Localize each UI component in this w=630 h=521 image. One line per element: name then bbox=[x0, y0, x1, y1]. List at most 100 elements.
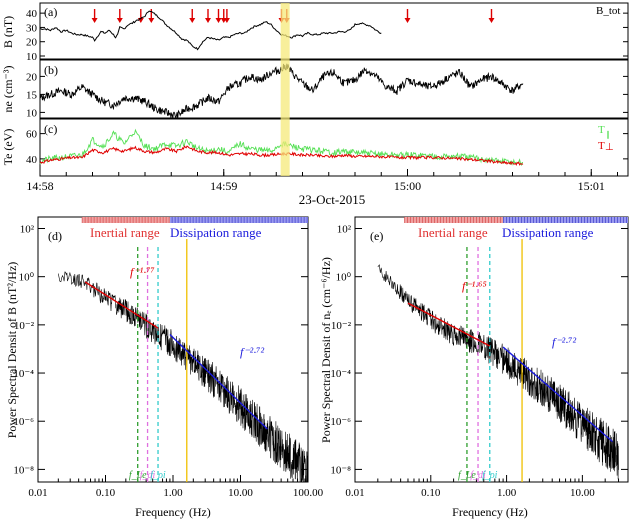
tperp-legend: T ⊥ bbox=[598, 140, 614, 153]
ytick-label: 10⁻⁶ bbox=[13, 416, 34, 428]
panel-b-label: (b) bbox=[44, 63, 58, 77]
xtick-label: 1.00 bbox=[163, 487, 183, 499]
panel-a-bfield: (a) B (nT) B_tot 10 20 30 40 bbox=[1, 2, 629, 63]
panel-e-spectrum-line bbox=[377, 264, 619, 480]
ytick-label: 10⁻⁴ bbox=[13, 368, 34, 380]
panel-c-ylabel: Te (eV) bbox=[1, 129, 15, 166]
tpar-legend-symbol: ∥ bbox=[606, 130, 610, 139]
panel-e-xlabel: Frequency (Hz) bbox=[452, 505, 528, 519]
panel-d-xlabel: Frequency (Hz) bbox=[135, 505, 211, 519]
ytick-label: 20 bbox=[26, 71, 38, 83]
panel-a-ylabel: B (nT) bbox=[1, 16, 15, 48]
time-axis: 14:58 14:59 15:00 15:01 bbox=[26, 169, 618, 193]
panel-e-dissipation-fit bbox=[502, 346, 613, 443]
ytick-label: 10² bbox=[337, 223, 352, 235]
panel-d-range-bar bbox=[81, 217, 308, 223]
event-arrow-head bbox=[148, 18, 155, 23]
panel-d-inertial-label: Inertial range bbox=[90, 225, 160, 240]
panel-d-frequency-markers: f_Lef_dif_ρi bbox=[129, 239, 188, 482]
inertial-range-bar bbox=[404, 217, 504, 223]
dissipation-range-bar bbox=[503, 217, 628, 223]
ytick-label: 30 bbox=[26, 22, 38, 34]
panel-b-density: (b) ne (cm⁻³) 10 15 20 bbox=[1, 59, 629, 119]
ytick-label: 10² bbox=[20, 223, 35, 235]
event-arrow-head bbox=[205, 18, 211, 23]
panel-e-range-bar bbox=[404, 217, 628, 223]
panel-e-inertial-exponent: f⁻¹·⁶⁵ bbox=[462, 279, 487, 293]
panel-e-axes: 0.01 0.10 1.00 10.00 10² 10⁰ 10⁻² 10⁻⁴ 10⁻⁶ 10⁻⁸ bbox=[330, 223, 628, 499]
panel-b-yticks: 10 15 20 bbox=[26, 71, 628, 119]
ytick-label: 40 bbox=[26, 154, 38, 166]
ytick-label: 10⁻² bbox=[331, 320, 352, 332]
inertial-range-bar bbox=[82, 217, 170, 223]
event-arrow-head bbox=[116, 18, 123, 23]
highlight-band bbox=[280, 3, 290, 176]
xtick-label: 100.00 bbox=[293, 487, 324, 499]
frequency-marker-label: f_di bbox=[470, 470, 486, 481]
ytick-label: 10 bbox=[26, 51, 38, 63]
btot-line bbox=[39, 10, 382, 51]
ytick-label: 10⁰ bbox=[19, 272, 35, 284]
ytick-label: 40 bbox=[26, 8, 38, 20]
event-arrow-head bbox=[488, 18, 495, 23]
tpar-legend: T ∥ bbox=[598, 124, 610, 139]
panel-e-label: (e) bbox=[370, 229, 383, 243]
panel-d-b-spectrum: Inertial range Dissipation range (d) Pow… bbox=[5, 216, 324, 519]
event-arrow-head bbox=[215, 18, 222, 23]
xtick-label: 1.00 bbox=[497, 487, 517, 499]
xtick-label: 0.01 bbox=[345, 487, 364, 499]
btot-legend: B_tot bbox=[596, 5, 620, 17]
ytick-label: 20 bbox=[26, 37, 38, 49]
panel-d-inertial-exponent: f⁻¹·⁷⁷ bbox=[130, 265, 155, 279]
panel-e-dissipation-exponent: f⁻²·⁷² bbox=[552, 335, 576, 349]
xtick-label: 10.00 bbox=[228, 487, 253, 499]
tpar-legend-label: T bbox=[598, 124, 605, 136]
date-label: 23-Oct-2015 bbox=[299, 192, 365, 207]
panel-e-inertial-label: Inertial range bbox=[418, 225, 488, 240]
event-arrow-head bbox=[404, 18, 411, 23]
frequency-marker-label: f_di bbox=[140, 470, 156, 481]
frequency-marker-label: f_Le bbox=[458, 470, 476, 481]
ytick-label: 15 bbox=[26, 89, 38, 101]
panel-d-dissipation-label: Dissipation range bbox=[170, 225, 262, 240]
event-markers bbox=[91, 9, 495, 23]
xtick-label: 0.10 bbox=[96, 487, 116, 499]
tperp-legend-symbol: ⊥ bbox=[605, 142, 614, 153]
panel-c-temperature: (c) Te (eV) T ∥ T ⊥ 40 60 bbox=[1, 118, 629, 177]
frequency-marker-label: f_ρi bbox=[150, 470, 166, 481]
time-tick-label: 14:58 bbox=[26, 179, 53, 193]
frequency-marker-label: f_Le bbox=[129, 470, 147, 481]
ytick-label: 10⁰ bbox=[336, 272, 352, 284]
panel-d-dissipation-fit bbox=[169, 333, 268, 430]
ytick-label: 10⁻⁸ bbox=[330, 464, 351, 476]
time-tick-label: 15:00 bbox=[394, 179, 421, 193]
tperp-legend-label: T bbox=[598, 140, 605, 152]
panel-e-dissipation-label: Dissipation range bbox=[502, 225, 594, 240]
event-arrow-head bbox=[189, 18, 196, 23]
panel-d-axes: 0.01 0.10 1.00 10.00 100.00 10² 10⁰ 10⁻² 10⁻⁴ 10⁻… bbox=[13, 223, 323, 499]
panel-d-spectrum-line bbox=[58, 271, 309, 483]
event-arrow-head bbox=[91, 18, 98, 23]
ytick-label: 10⁻⁴ bbox=[330, 368, 351, 380]
ytick-label: 10⁻⁸ bbox=[13, 464, 34, 476]
ytick-label: 10⁻² bbox=[14, 320, 35, 332]
frequency-marker-label: f_ρi bbox=[482, 470, 498, 481]
time-tick-label: 15:01 bbox=[578, 179, 605, 193]
xtick-label: 0.10 bbox=[421, 487, 441, 499]
panel-d-ylabel: Power Spectral Densit of B (nT²/Hz) bbox=[5, 262, 19, 439]
time-tick-label: 14:59 bbox=[210, 179, 237, 193]
panel-e-ne-spectrum: Inertial range Dissipation range (e) Pow… bbox=[319, 216, 629, 519]
ytick-label: 10⁻⁶ bbox=[330, 416, 351, 428]
event-arrow-head bbox=[223, 18, 230, 23]
ytick-label: 60 bbox=[26, 129, 38, 141]
panel-e-frequency-markers: f_Lef_dif_ρi bbox=[458, 239, 523, 482]
panel-e-inertial-fit bbox=[407, 302, 491, 347]
xtick-label: 0.01 bbox=[28, 487, 47, 499]
panel-c-label: (c) bbox=[44, 122, 57, 136]
dissipation-range-bar bbox=[169, 217, 308, 223]
panel-d-label: (d) bbox=[48, 229, 62, 243]
panel-e-ylabel: Power Spectral Densit of nₑ (cm⁻⁶/Hz) bbox=[319, 257, 333, 443]
panel-a-label: (a) bbox=[44, 5, 57, 19]
ytick-label: 10 bbox=[26, 107, 38, 119]
